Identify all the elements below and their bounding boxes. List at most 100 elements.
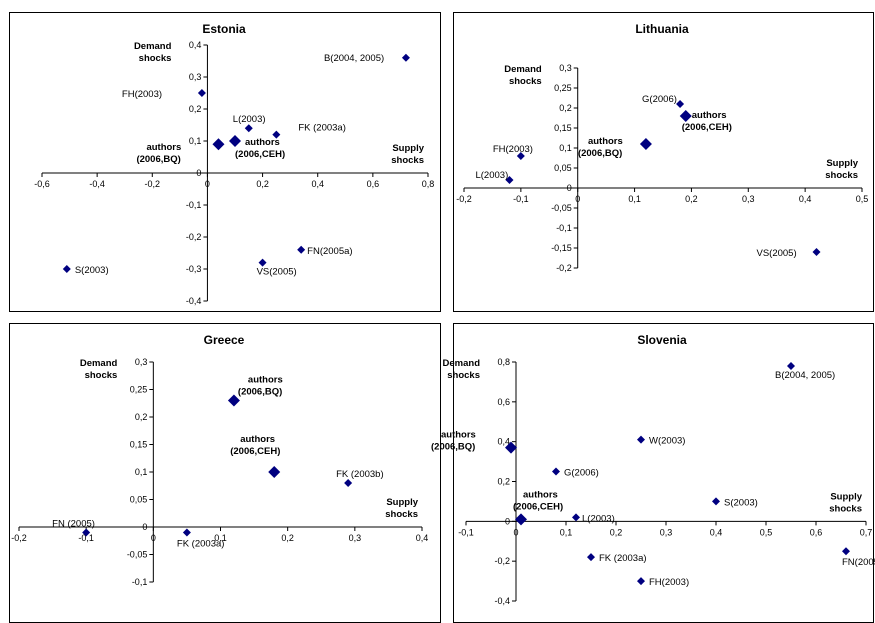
chart-panel-estonia: Estonia -0,6 -0,4 -0,2 0 0,2 0,4 0,6 0,8 0,4 0,3 0,…	[9, 12, 441, 312]
data-point-label: S(2003)	[724, 497, 758, 508]
data-point-marker	[197, 89, 206, 97]
x-tick-label: 0,5	[760, 527, 773, 537]
chart-panel-slovenia: Slovenia -0,1 0 0,1 0,2 0,3 0,4 0,5 0,6 0,7 0,8 0,6…	[431, 323, 875, 623]
y-tick-label: 0,8	[497, 357, 510, 367]
data-point-marker	[842, 547, 850, 556]
x-tick-label: 0,4	[416, 533, 429, 543]
y-tick-label: 0,6	[497, 397, 510, 407]
x-tick-label: 0,1	[214, 533, 227, 543]
x-tick-label: -0,2	[11, 533, 27, 543]
x-tick-label: -0,2	[145, 179, 161, 189]
x-tick-label: -0,1	[458, 527, 474, 537]
data-point-marker	[227, 394, 240, 407]
data-point-label: authors (2006,CEH)	[513, 489, 563, 512]
y-tick-label: 0,15	[554, 123, 572, 133]
y-tick-label: 0,2	[497, 477, 510, 487]
y-tick-label: -0,1	[186, 200, 202, 210]
y-tick-label: -0,1	[556, 223, 572, 233]
x-tick-label: 0,6	[810, 527, 823, 537]
data-point-label: authors (2006,CEH)	[235, 137, 285, 160]
data-point-label: VS(2005)	[257, 267, 297, 278]
data-point-marker	[505, 176, 514, 184]
y-tick-label: 0,25	[554, 83, 572, 93]
data-point-marker	[505, 441, 517, 454]
data-point-label: FH(2003)	[493, 144, 533, 155]
data-point-marker	[344, 479, 353, 487]
x-tick-label: 0,4	[311, 179, 324, 189]
x-tick-label: 0,2	[610, 527, 623, 537]
data-point-marker	[572, 513, 580, 522]
scatter-chart-greece: Greece -0,2 -0,1 0 0,1 0,2 0,3 0,4 0,3 0,25 0,2 0,1…	[11, 333, 429, 587]
y-tick-label: -0,2	[556, 263, 572, 273]
y-tick-label: 0,2	[189, 104, 202, 114]
data-point-marker	[552, 467, 560, 476]
chart-title: Slovenia	[637, 333, 687, 347]
data-point-label: FK (2003a)	[298, 123, 346, 134]
data-point-marker	[258, 258, 267, 267]
data-point-marker	[62, 265, 71, 273]
y-tick-label: -0,4	[186, 296, 202, 306]
data-point-label: S(2003)	[75, 265, 109, 276]
x-axis-label: Supply shocks	[829, 491, 862, 514]
x-tick-label: 0,2	[685, 194, 698, 204]
y-tick-label: 0	[196, 168, 201, 178]
data-point-marker	[229, 135, 241, 147]
data-point-marker	[82, 528, 91, 537]
data-point-marker	[297, 245, 306, 254]
chart-title: Lithuania	[635, 22, 689, 36]
y-tick-label: 0	[567, 183, 572, 193]
x-tick-label: 0,7	[860, 527, 873, 537]
data-point-marker	[182, 528, 191, 537]
y-tick-label: 0	[142, 522, 147, 532]
x-tick-label: -0,2	[456, 194, 472, 204]
data-point-label: FK (2003b)	[336, 469, 384, 480]
x-tick-label: 0,1	[628, 194, 641, 204]
x-tick-label: 0,6	[367, 179, 380, 189]
chart-panel-greece: Greece -0,2 -0,1 0 0,1 0,2 0,3 0,4 0,3 0,25 0,2 0,1…	[9, 323, 441, 623]
data-point-marker	[272, 130, 281, 139]
y-axis-label: Demand shocks	[504, 64, 542, 87]
data-point-label: VS(2005)	[757, 248, 797, 259]
data-point-label: B(2004, 2005)	[775, 370, 835, 381]
x-tick-label: 0,3	[660, 527, 673, 537]
data-point-label: FN(2005	[842, 557, 875, 568]
data-point-label: FH(2003)	[122, 89, 162, 100]
y-tick-label: 0,1	[189, 136, 202, 146]
data-point-marker	[712, 497, 720, 506]
y-axis-label: Demand shocks	[443, 358, 481, 381]
scatter-chart-slovenia: Slovenia -0,1 0 0,1 0,2 0,3 0,4 0,5 0,6 0,7 0,8 0,6…	[431, 333, 875, 606]
x-tick-label: 0,1	[560, 527, 573, 537]
y-tick-label: 0,4	[497, 437, 510, 447]
y-tick-label: -0,1	[132, 577, 148, 587]
x-tick-label: 0,2	[281, 533, 294, 543]
x-tick-label: -0,6	[34, 179, 50, 189]
data-point-label: W(2003)	[649, 436, 685, 447]
data-point-marker	[268, 466, 281, 478]
data-point-marker	[787, 361, 795, 370]
y-tick-label: -0,4	[494, 596, 510, 606]
data-point-label: L(2003)	[233, 114, 266, 125]
x-tick-label: 0,4	[799, 194, 812, 204]
y-tick-label: 0,05	[554, 163, 572, 173]
data-point-label: G(2006)	[564, 468, 599, 479]
data-point-label: authors (2006,CEH)	[230, 434, 280, 457]
x-tick-label: -0,1	[78, 533, 94, 543]
x-axis-label: Supply shocks	[391, 143, 424, 166]
y-tick-label: 0,3	[189, 72, 202, 82]
y-tick-label: 0,3	[559, 63, 572, 73]
data-point-marker	[679, 110, 692, 122]
y-axis-label: Demand shocks	[134, 41, 172, 64]
data-point-label: B(2004, 2005)	[324, 53, 384, 64]
data-point-label: authors (2006,BQ)	[578, 136, 623, 159]
x-tick-label: -0,1	[513, 194, 529, 204]
chart-panel-lithuania: Lithuania -0,2 -0,1 0 0,1 0,2 0,3 0,4 0,5 0,3 0,25…	[453, 12, 874, 312]
x-tick-label: -0,4	[89, 179, 105, 189]
x-tick-label: 0	[513, 527, 518, 537]
data-point-label: authors (2006,CEH)	[682, 110, 732, 133]
data-point-label: L(2003)	[475, 170, 508, 181]
x-tick-label: 0	[205, 179, 210, 189]
x-tick-label: 0,5	[856, 194, 869, 204]
data-point-marker	[637, 435, 645, 444]
scatter-chart-lithuania: Lithuania -0,2 -0,1 0 0,1 0,2 0,3 0,4 0,5 0,3 0,25…	[456, 22, 869, 273]
y-tick-label: 0	[505, 516, 510, 526]
